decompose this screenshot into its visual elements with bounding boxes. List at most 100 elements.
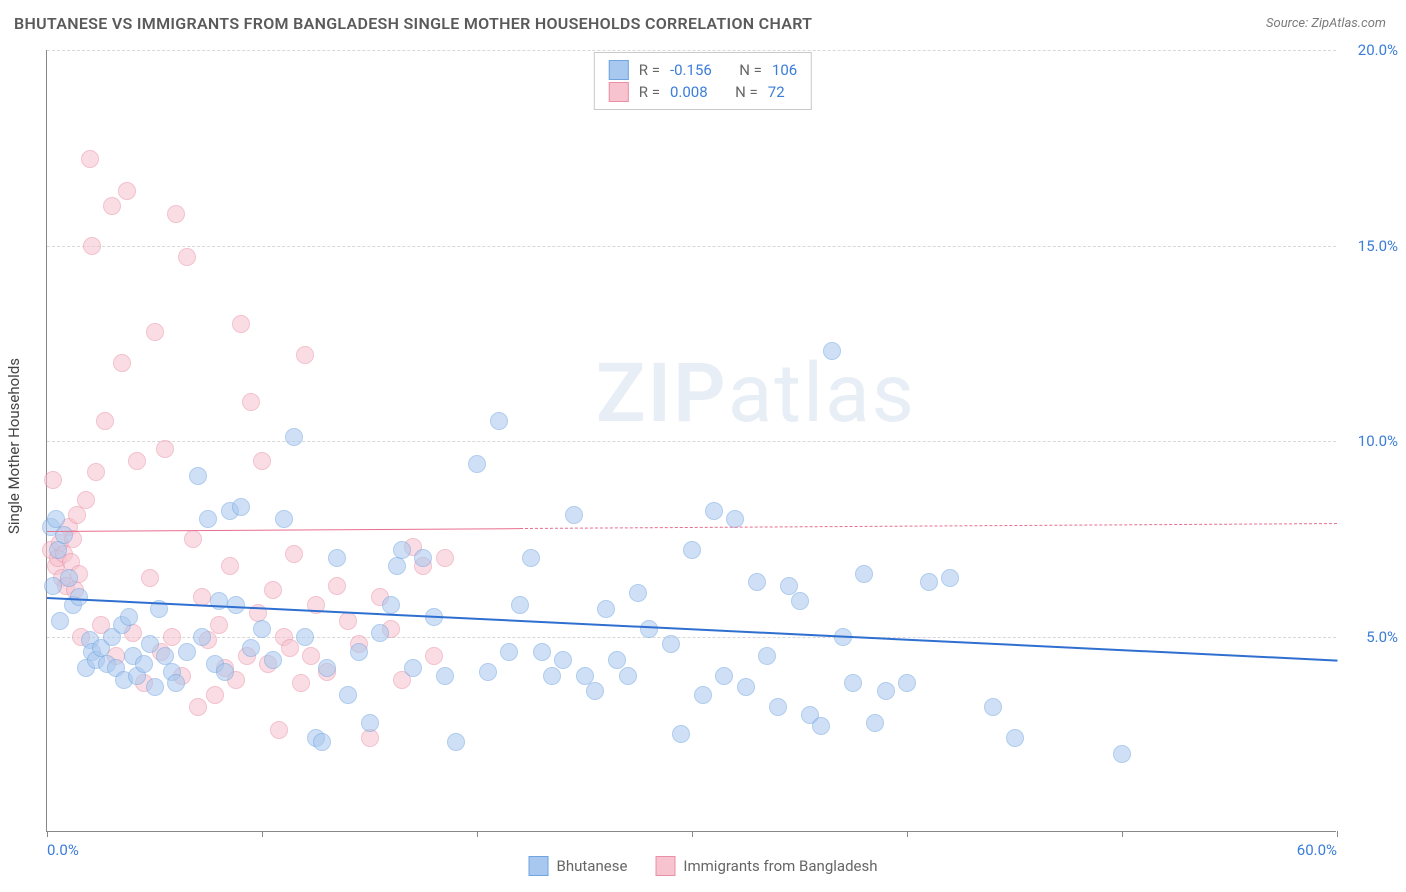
scatter-point-bhutanese <box>199 510 217 528</box>
scatter-point-bangladesh <box>270 721 288 739</box>
scatter-point-bhutanese <box>264 651 282 669</box>
scatter-point-bhutanese <box>350 643 368 661</box>
source-attribution: Source: ZipAtlas.com <box>1266 16 1386 31</box>
legend-r-value-bangladesh: 0.008 <box>670 83 708 101</box>
scatter-point-bhutanese <box>500 643 518 661</box>
x-tick <box>47 831 48 837</box>
scatter-point-bangladesh <box>68 506 86 524</box>
scatter-point-bhutanese <box>597 600 615 618</box>
y-axis-title: Single Mother Households <box>5 358 23 534</box>
scatter-point-bhutanese <box>404 659 422 677</box>
scatter-point-bhutanese <box>1006 729 1024 747</box>
scatter-point-bangladesh <box>292 674 310 692</box>
legend-item-bangladesh: Immigrants from Bangladesh <box>655 856 877 876</box>
scatter-point-bangladesh <box>242 393 260 411</box>
scatter-point-bangladesh <box>96 412 114 430</box>
x-tick <box>477 831 478 837</box>
scatter-point-bhutanese <box>178 643 196 661</box>
scatter-point-bhutanese <box>382 596 400 614</box>
scatter-point-bhutanese <box>339 686 357 704</box>
scatter-point-bangladesh <box>156 440 174 458</box>
scatter-point-bhutanese <box>253 620 271 638</box>
scatter-point-bhutanese <box>414 549 432 567</box>
scatter-point-bhutanese <box>135 655 153 673</box>
scatter-point-bhutanese <box>393 541 411 559</box>
gridline <box>47 637 1336 638</box>
legend-r-value-bhutanese: -0.156 <box>670 61 712 79</box>
scatter-point-bhutanese <box>275 510 293 528</box>
swatch-bhutanese <box>529 856 549 876</box>
legend-n-label: N = <box>735 83 758 101</box>
legend-correlation: R = -0.156 N = 106 R = 0.008 N = 72 <box>594 52 812 110</box>
scatter-point-bangladesh <box>296 346 314 364</box>
legend-n-value-bangladesh: 72 <box>768 83 785 101</box>
scatter-point-bhutanese <box>941 569 959 587</box>
scatter-point-bhutanese <box>672 725 690 743</box>
y-tick-label: 15.0% <box>1342 237 1398 255</box>
swatch-bhutanese <box>609 60 629 80</box>
scatter-point-bhutanese <box>522 549 540 567</box>
scatter-point-bhutanese <box>576 667 594 685</box>
scatter-point-bhutanese <box>877 682 895 700</box>
legend-row-bhutanese: R = -0.156 N = 106 <box>609 59 797 81</box>
scatter-point-bhutanese <box>468 455 486 473</box>
scatter-point-bhutanese <box>361 714 379 732</box>
scatter-point-bhutanese <box>313 733 331 751</box>
legend-label-bhutanese: Bhutanese <box>557 857 628 875</box>
scatter-point-bangladesh <box>285 545 303 563</box>
scatter-point-bhutanese <box>769 698 787 716</box>
scatter-point-bhutanese <box>554 651 572 669</box>
scatter-point-bhutanese <box>193 628 211 646</box>
legend-label-bangladesh: Immigrants from Bangladesh <box>683 857 877 875</box>
scatter-point-bangladesh <box>232 315 250 333</box>
scatter-point-bhutanese <box>285 428 303 446</box>
scatter-point-bhutanese <box>586 682 604 700</box>
scatter-point-bangladesh <box>118 182 136 200</box>
scatter-point-bhutanese <box>726 510 744 528</box>
scatter-point-bangladesh <box>281 639 299 657</box>
x-tick <box>692 831 693 837</box>
scatter-point-bhutanese <box>296 628 314 646</box>
scatter-point-bhutanese <box>608 651 626 669</box>
scatter-point-bhutanese <box>436 667 454 685</box>
scatter-point-bhutanese <box>791 592 809 610</box>
scatter-point-bangladesh <box>210 616 228 634</box>
scatter-point-bhutanese <box>758 647 776 665</box>
legend-n-label: N = <box>739 61 762 79</box>
gridline <box>47 50 1336 51</box>
scatter-point-bangladesh <box>221 557 239 575</box>
scatter-point-bhutanese <box>49 541 67 559</box>
scatter-point-bangladesh <box>425 647 443 665</box>
scatter-point-bhutanese <box>619 667 637 685</box>
scatter-point-bhutanese <box>565 506 583 524</box>
gridline <box>47 246 1336 247</box>
scatter-point-bhutanese <box>694 686 712 704</box>
scatter-point-bhutanese <box>60 569 78 587</box>
scatter-point-bangladesh <box>264 581 282 599</box>
scatter-point-bhutanese <box>543 667 561 685</box>
scatter-point-bangladesh <box>141 569 159 587</box>
scatter-point-bhutanese <box>388 557 406 575</box>
scatter-point-bhutanese <box>748 573 766 591</box>
scatter-point-bhutanese <box>51 612 69 630</box>
y-tick-label: 5.0% <box>1342 628 1398 646</box>
scatter-point-bhutanese <box>920 573 938 591</box>
scatter-point-bhutanese <box>629 584 647 602</box>
scatter-point-bhutanese <box>511 596 529 614</box>
scatter-point-bhutanese <box>189 467 207 485</box>
y-tick-label: 20.0% <box>1342 41 1398 59</box>
legend-series: Bhutanese Immigrants from Bangladesh <box>529 856 878 876</box>
scatter-point-bhutanese <box>216 663 234 681</box>
legend-n-value-bhutanese: 106 <box>772 61 797 79</box>
scatter-point-bhutanese <box>146 678 164 696</box>
x-tick <box>1122 831 1123 837</box>
scatter-point-bangladesh <box>189 698 207 716</box>
scatter-point-bhutanese <box>318 659 336 677</box>
scatter-point-bhutanese <box>844 674 862 692</box>
scatter-point-bhutanese <box>683 541 701 559</box>
scatter-point-bhutanese <box>705 502 723 520</box>
gridline <box>47 441 1336 442</box>
scatter-point-bangladesh <box>103 197 121 215</box>
scatter-point-bhutanese <box>328 549 346 567</box>
x-tick <box>1337 831 1338 837</box>
